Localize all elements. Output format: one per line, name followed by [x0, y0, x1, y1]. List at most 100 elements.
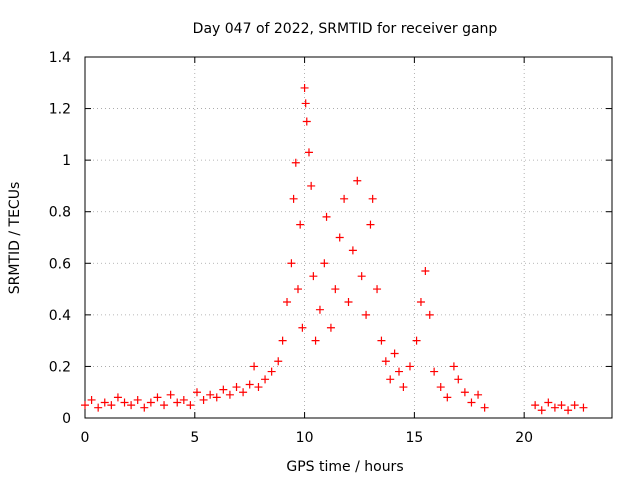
data-point — [274, 357, 283, 366]
data-point — [245, 380, 254, 389]
data-point — [179, 395, 188, 404]
data-point — [326, 323, 335, 332]
grid — [85, 57, 612, 418]
data-point — [531, 401, 540, 410]
data-point — [153, 393, 162, 402]
x-tick-label: 20 — [515, 430, 533, 446]
data-points — [81, 83, 588, 415]
data-point — [544, 398, 553, 407]
data-point — [557, 401, 566, 410]
data-point — [331, 285, 340, 294]
data-point — [307, 181, 316, 190]
y-tick-label: 0.4 — [49, 308, 71, 324]
data-point — [113, 393, 122, 402]
data-point — [94, 403, 103, 412]
data-point — [120, 398, 129, 407]
data-point — [301, 99, 310, 108]
data-point — [146, 398, 155, 407]
data-point — [335, 233, 344, 242]
data-point — [293, 285, 302, 294]
data-point — [405, 362, 414, 371]
data-point — [537, 406, 546, 415]
data-point — [425, 310, 434, 319]
data-point — [315, 305, 324, 314]
data-point — [173, 398, 182, 407]
data-point — [474, 390, 483, 399]
y-tick-label: 0.8 — [49, 205, 71, 221]
data-point — [289, 194, 298, 203]
data-point — [377, 336, 386, 345]
data-point — [362, 310, 371, 319]
data-point — [344, 297, 353, 306]
data-point — [480, 403, 489, 412]
data-point — [206, 390, 215, 399]
data-point — [373, 285, 382, 294]
data-point — [140, 403, 149, 412]
data-point — [357, 272, 366, 281]
y-tick-label: 1 — [62, 153, 71, 169]
data-point — [460, 388, 469, 397]
y-tick-label: 0.2 — [49, 359, 71, 375]
x-tick-label: 0 — [81, 430, 90, 446]
data-point — [368, 194, 377, 203]
data-point — [232, 383, 241, 392]
data-point — [436, 383, 445, 392]
y-tick-label: 1.2 — [49, 102, 71, 118]
data-point — [160, 401, 169, 410]
data-point — [291, 158, 300, 167]
data-point — [353, 176, 362, 185]
data-point — [416, 297, 425, 306]
data-point — [166, 390, 175, 399]
data-point — [100, 398, 109, 407]
data-point — [348, 246, 357, 255]
x-tick-label: 5 — [190, 430, 199, 446]
data-point — [254, 383, 263, 392]
data-point — [81, 401, 89, 410]
data-point — [261, 375, 270, 384]
data-point — [225, 390, 234, 399]
data-point — [239, 388, 248, 397]
plot-frame — [84, 56, 613, 419]
y-tick-label: 1.4 — [49, 50, 71, 66]
data-point — [412, 336, 421, 345]
axes — [84, 56, 613, 419]
chart-title: Day 047 of 2022, SRMTID for receiver gan… — [193, 21, 498, 37]
data-point — [199, 395, 208, 404]
y-axis-label: SRMTID / TECUs — [7, 182, 23, 295]
x-axis-label: GPS time / hours — [286, 459, 403, 475]
data-point — [386, 375, 395, 384]
data-point — [304, 148, 313, 157]
data-point — [296, 220, 305, 229]
data-point — [250, 362, 259, 371]
data-point — [278, 336, 287, 345]
data-point — [430, 367, 439, 376]
data-point — [550, 403, 559, 412]
data-point — [564, 406, 573, 415]
data-point — [320, 259, 329, 268]
data-point — [399, 383, 408, 392]
data-point — [283, 297, 292, 306]
data-point — [212, 393, 221, 402]
data-point — [322, 212, 331, 221]
data-point — [421, 267, 430, 276]
data-point — [127, 401, 136, 410]
data-point — [219, 385, 228, 394]
data-point — [107, 401, 116, 410]
x-tick-label: 10 — [296, 430, 314, 446]
data-point — [467, 398, 476, 407]
data-point — [443, 393, 452, 402]
data-point — [298, 323, 307, 332]
data-point — [309, 272, 318, 281]
data-point — [454, 375, 463, 384]
data-point — [449, 362, 458, 371]
data-point — [311, 336, 320, 345]
y-tick-label: 0 — [62, 411, 71, 427]
data-point — [395, 367, 404, 376]
data-point — [340, 194, 349, 203]
data-point — [133, 395, 142, 404]
data-point — [192, 388, 201, 397]
data-point — [579, 403, 588, 412]
y-tick-label: 0.6 — [49, 256, 71, 272]
data-point — [267, 367, 276, 376]
data-point — [287, 259, 296, 268]
